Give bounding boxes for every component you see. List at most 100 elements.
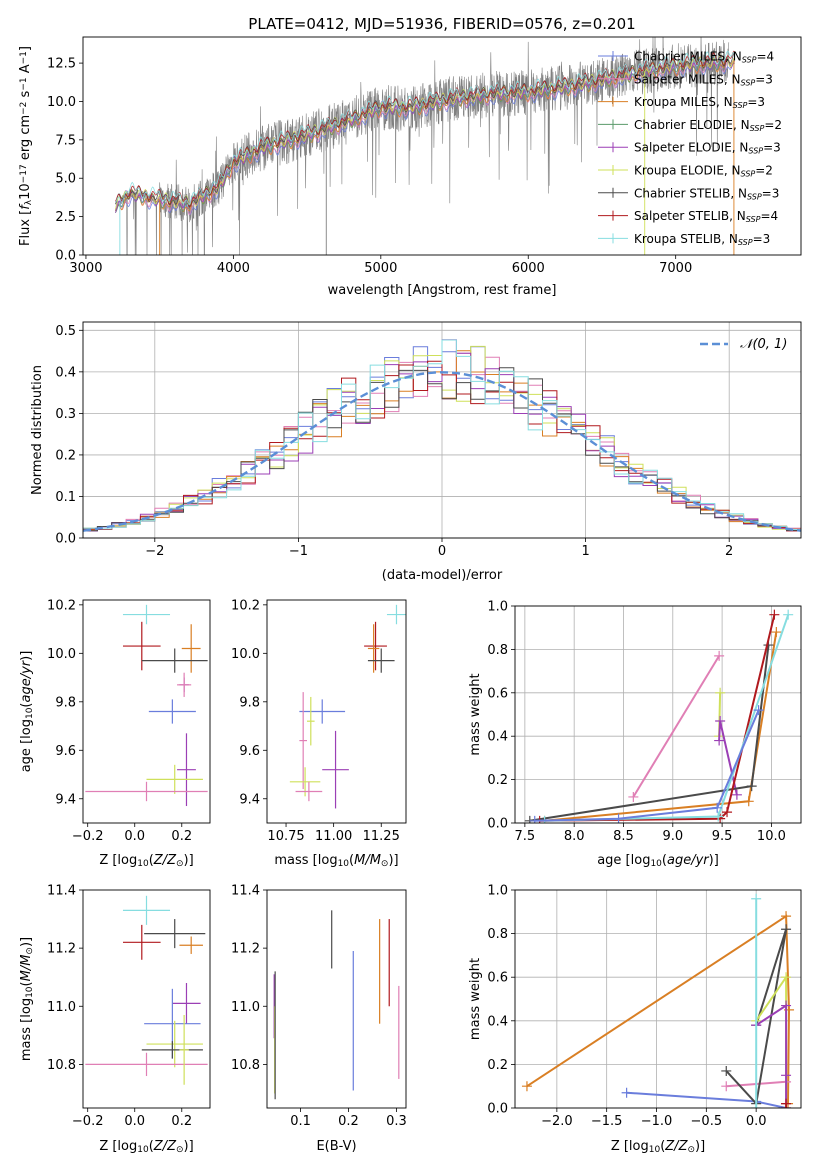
mass-weight-line: [539, 614, 776, 822]
y-axis-label: mass [log10(M/M⊙)]: [19, 937, 35, 1061]
error-bar-point: [148, 699, 196, 724]
observed-spectrum: [115, 37, 730, 255]
axes-spectrum: 3000 4000 5000 6000 7000 0.0 2.5 5.0 7.5 10.0 12.5…: [18, 36, 802, 298]
mass-weight-marker: [529, 815, 540, 823]
mass-weight-marker: [713, 811, 724, 822]
axes-mass_vs_ebv: 0.1 0.2 0.3 10.8 11.0 11.2 11.4 E(B-V): [231, 884, 407, 1155]
y-tick-label: 0.3: [55, 407, 76, 422]
x-tick-label: 5000: [364, 261, 397, 276]
mass-weight-marker: [714, 735, 725, 746]
error-bar-point: [179, 936, 203, 954]
legend-label: Salpeter MILES, NSSP=3: [634, 72, 773, 87]
mass-weight-marker: [613, 813, 624, 823]
mass-weight-marker: [753, 705, 764, 716]
mass-weight-marker: [715, 687, 726, 698]
residual-plot-area: [83, 339, 801, 534]
error-bar-point: [122, 621, 161, 671]
mass-weight-marker: [781, 1000, 792, 1011]
y-tick-label: 12.5: [47, 57, 76, 72]
model-spectrum-line: [115, 50, 736, 205]
mass-weight-marker: [771, 627, 782, 638]
y-tick-label: 0.2: [487, 773, 508, 788]
mass-weight-marker: [722, 807, 733, 818]
y-tick-label: 0.5: [55, 324, 76, 339]
error-bar-point: [367, 648, 395, 673]
x-tick-label: 0.0: [124, 1114, 145, 1129]
y-tick-label: 0.4: [487, 1014, 508, 1029]
mass_vs_Z-plot-area: [85, 895, 208, 1085]
legend-label: Chabrier ELODIE, NSSP=2: [634, 118, 782, 133]
x-tick-label: −0.2: [72, 829, 104, 844]
x-axis-label: Z [log10(Z/Z⊙)]: [611, 1139, 705, 1155]
axes-frame: [266, 599, 407, 824]
y-tick-label: 10.8: [47, 1058, 76, 1073]
error-bar-point: [146, 764, 203, 794]
y-tick-label: 0.1: [55, 490, 76, 505]
error-bar-point: [122, 895, 171, 925]
x-tick-label: 8.5: [613, 829, 634, 844]
error-bar-point: [85, 1052, 208, 1077]
y-tick-label: 5.0: [55, 172, 76, 187]
y-tick-label: 9.8: [55, 695, 76, 710]
mass-weight-line: [534, 709, 760, 822]
y-tick-label: 9.8: [239, 695, 260, 710]
x-tick-label: 2: [725, 544, 733, 559]
model-spectrum-line: [115, 59, 735, 216]
error-bar-point: [122, 604, 171, 625]
y-tick-label: 10.8: [231, 1058, 260, 1073]
x-tick-label: 0.2: [171, 1114, 192, 1129]
error-bar-point: [141, 1041, 203, 1059]
x-tick-label: 10.75: [267, 829, 304, 844]
error-bar-point: [367, 624, 380, 673]
mass-weight-line: [544, 631, 778, 822]
x-tick-label: 0: [438, 544, 446, 559]
mass-weight-marker: [621, 1087, 632, 1098]
x-tick-label: 0.2: [338, 1114, 359, 1129]
y-tick-label: 10.2: [231, 598, 260, 613]
error-bar-point: [299, 699, 346, 724]
x-axis-label: E(B-V): [316, 1139, 356, 1154]
y-tick-label: 11.4: [47, 884, 76, 899]
mass-weight-marker: [521, 1081, 532, 1092]
mass-weight-marker: [721, 1081, 732, 1092]
mass_weight_vs_age-plot-area: [524, 609, 794, 823]
mass-weight-marker: [731, 789, 742, 800]
y-tick-label: 0.2: [487, 1058, 508, 1073]
y-tick-label: 0.8: [487, 643, 508, 658]
error-bar-point: [179, 1014, 189, 1085]
mass-weight-marker: [628, 791, 639, 802]
mass-weight-marker: [712, 802, 723, 813]
x-tick-label: 11.00: [315, 829, 352, 844]
error-bar-point: [386, 604, 406, 625]
mass-weight-marker: [751, 893, 762, 904]
y-axis-label: age [log10(age/yr)]: [19, 651, 35, 773]
y-tick-label: 0.6: [487, 971, 508, 986]
mass-weight-marker: [781, 1103, 792, 1108]
mass-weight-marker: [781, 924, 792, 935]
y-tick-label: 0.2: [55, 448, 76, 463]
y-tick-label: 0.0: [487, 1102, 508, 1117]
x-tick-label: −1: [289, 544, 308, 559]
figure-title: PLATE=0412, MJD=51936, FIBERID=0576, z=0…: [248, 15, 635, 33]
y-tick-label: 0.4: [55, 365, 76, 380]
axes-age_vs_Z: −0.2 0.0 0.2 9.4 9.6 9.8 10.0 10.2 Z [log10(Z/Z⊙…: [19, 598, 211, 869]
y-tick-label: 0.0: [55, 249, 76, 264]
x-tick-label: 4000: [217, 261, 250, 276]
x-tick-label: 10.0: [757, 829, 786, 844]
axes-frame: [82, 36, 802, 256]
error-bar-point: [177, 672, 192, 697]
mass-weight-marker: [769, 609, 780, 620]
error-bar-point: [295, 781, 323, 802]
error-bar-point: [172, 983, 201, 1024]
y-axis-label: mass weight: [468, 673, 483, 755]
y-tick-label: 2.5: [55, 210, 76, 225]
legend-label: Salpeter STELIB, NSSP=4: [634, 209, 778, 224]
y-tick-label: 0.4: [487, 730, 508, 745]
legend-label: Kroupa MILES, NSSP=3: [634, 95, 765, 110]
y-tick-label: 11.0: [47, 1000, 76, 1015]
y-tick-label: 9.6: [55, 744, 76, 759]
x-tick-label: 8.0: [564, 829, 585, 844]
axes-mass_weight_vs_Z: −2.0 −1.5 −1.0 −0.5 0.0 0.0 0.2 0.4 0.6 0.8 1.0 Z […: [468, 884, 802, 1155]
x-tick-label: 9.5: [712, 829, 733, 844]
